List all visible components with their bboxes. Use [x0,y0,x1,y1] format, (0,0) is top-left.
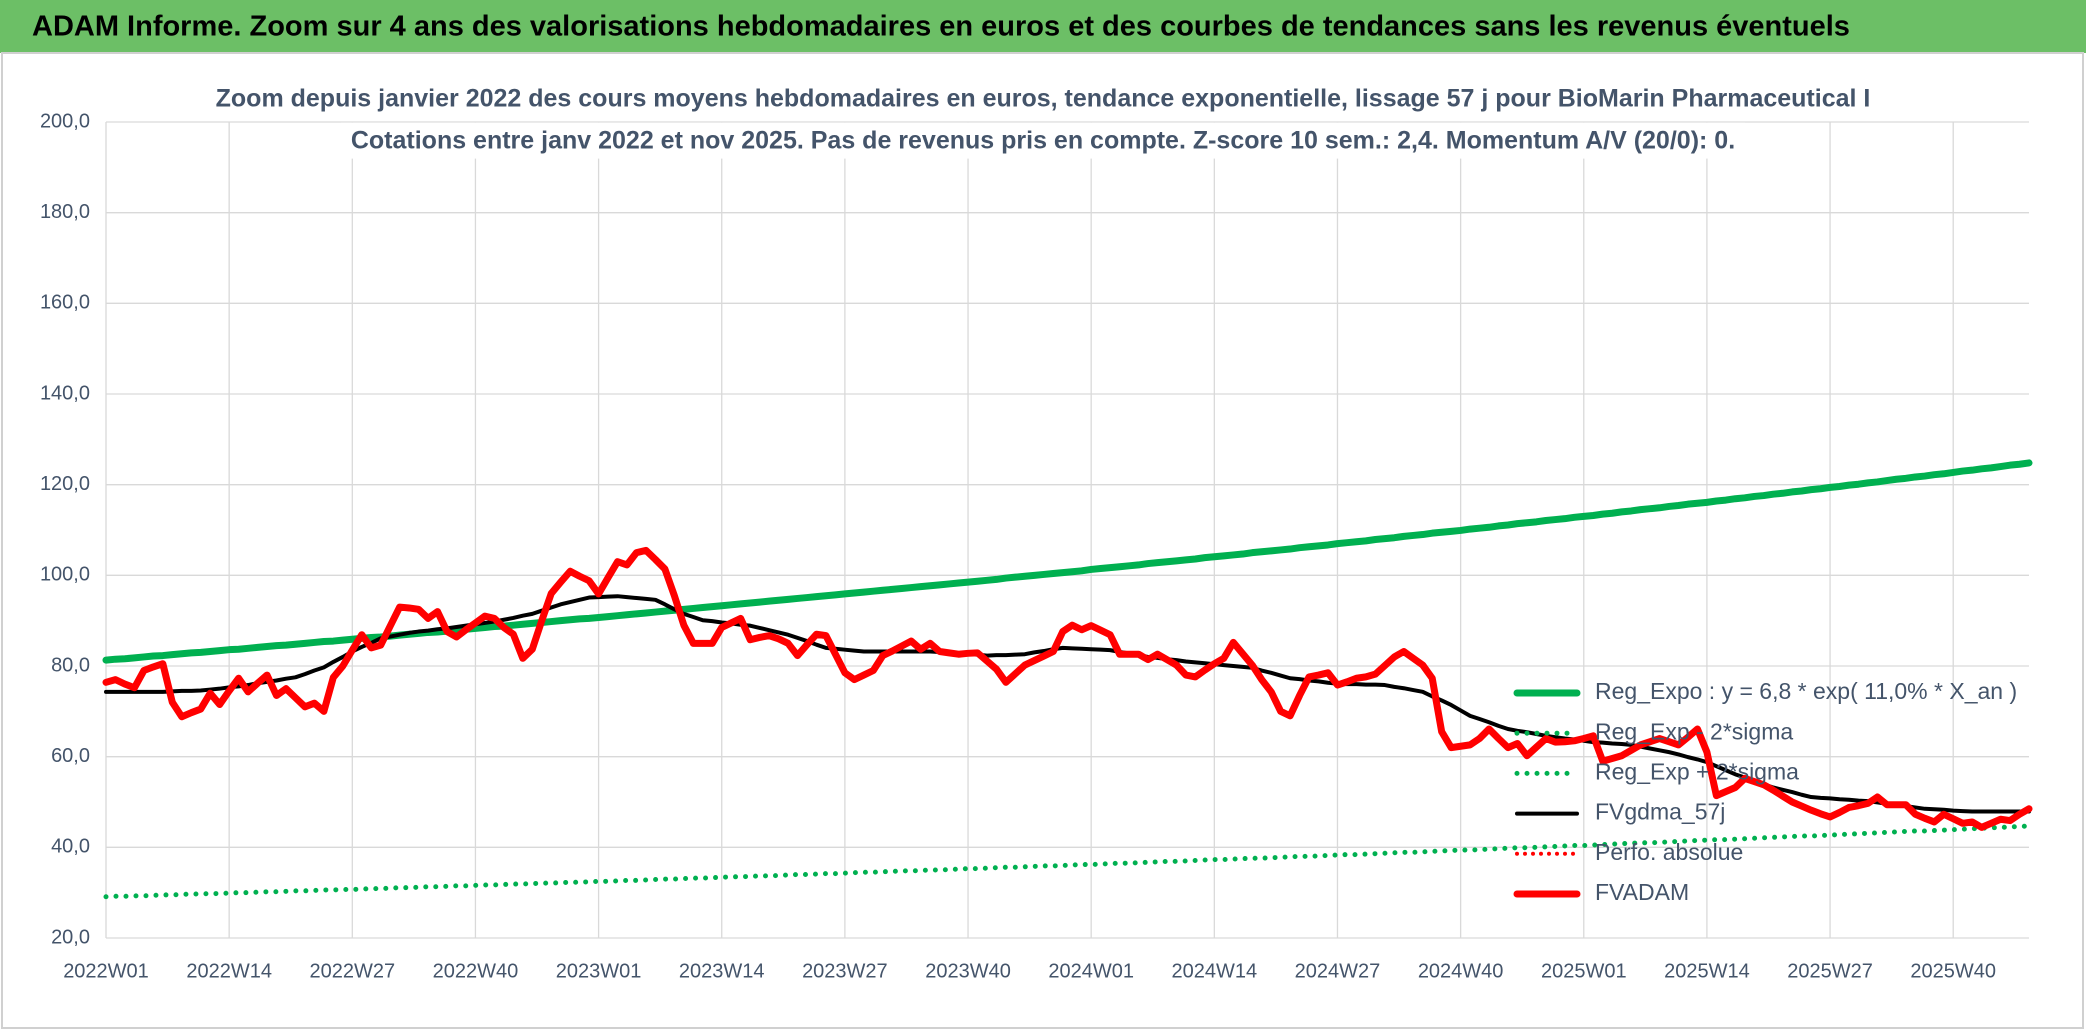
x-tick-label: 2023W27 [802,960,888,982]
x-tick-label: 2022W01 [63,960,149,982]
x-tick-label: 2024W27 [1295,960,1381,982]
legend-label: Reg_Exp - 2*sigma [1595,718,1793,744]
chart-subtitle: Cotations entre janv 2022 et nov 2025. P… [351,127,1735,155]
x-tick-label: 2024W40 [1418,960,1504,982]
series-line [102,546,2033,831]
x-tick-label: 2022W14 [186,960,272,982]
x-tick-label: 2023W40 [925,960,1011,982]
x-tick-label: 2023W01 [556,960,642,982]
plot-area: 20,0 40,0 60,0 80,0 100,0 120,0 140,0 160,0 180,… [40,80,2033,982]
y-tick-label: 20,0 [51,926,90,948]
title-banner [0,0,2086,53]
y-tick-label: 80,0 [51,654,90,676]
series-line [103,823,2032,900]
y-tick-label: 40,0 [51,836,90,858]
chart-subtitle: Zoom depuis janvier 2022 des cours moyen… [216,85,1871,113]
chart-title: ADAM Informe. Zoom sur 4 ans des valoris… [32,11,1850,43]
subtitle-background [205,80,1881,117]
x-tick-label: 2025W01 [1541,960,1627,982]
y-tick-label: 200,0 [40,110,90,132]
legend-label: Reg_Expo : y = 6,8 * exp( 11,0% * X_an ) [1595,678,2017,704]
x-tick-label: 2022W40 [433,960,519,982]
legend-label: FVgdma_57j [1595,799,1725,825]
y-tick-label: 60,0 [51,745,90,767]
x-tick-label: 2025W27 [1787,960,1873,982]
y-tick-label: 160,0 [40,292,90,314]
legend-label: Reg_Exp + 2*sigma [1595,758,1799,784]
x-tick-label: 2022W27 [309,960,395,982]
x-tick-label: 2023W14 [679,960,765,982]
subtitle-background [340,122,1746,159]
x-tick-label: 2025W40 [1910,960,1996,982]
chart-frame [1,52,2084,1029]
y-tick-label: 140,0 [40,382,90,404]
legend-label: Perfo. absolue [1595,839,1743,865]
y-tick-label: 180,0 [40,201,90,223]
y-tick-label: 120,0 [40,473,90,495]
x-tick-label: 2024W01 [1048,960,1134,982]
x-tick-label: 2024W14 [1172,960,1258,982]
y-tick-label: 100,0 [40,564,90,586]
legend-label: FVADAM [1595,879,1689,905]
x-tick-label: 2025W14 [1664,960,1750,982]
